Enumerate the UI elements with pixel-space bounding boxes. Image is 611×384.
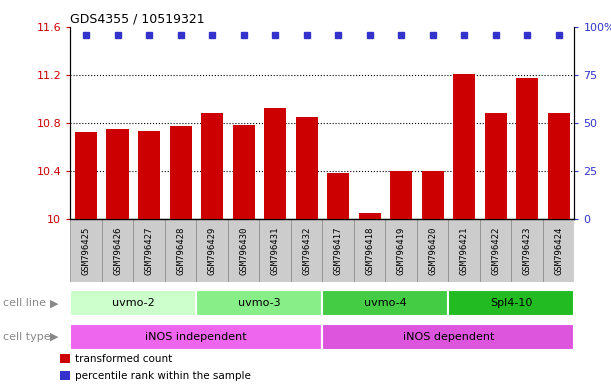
Text: GSM796432: GSM796432 (302, 227, 311, 275)
Bar (516, 78, 538, 219)
Text: percentile rank within the sample: percentile rank within the sample (75, 371, 251, 381)
Text: GDS4355 / 10519321: GDS4355 / 10519321 (70, 13, 205, 26)
Bar (133, 219, 165, 282)
Bar (233, 125, 255, 219)
Bar (228, 219, 259, 282)
Bar (196, 219, 228, 282)
Bar (448, 290, 574, 316)
Text: GSM796427: GSM796427 (145, 227, 153, 275)
Text: GSM796431: GSM796431 (271, 227, 280, 275)
Text: iNOS independent: iNOS independent (145, 332, 247, 342)
Text: uvmo-3: uvmo-3 (238, 298, 280, 308)
Bar (453, 74, 475, 219)
Bar (417, 219, 448, 282)
Bar (296, 117, 318, 219)
Bar (106, 129, 128, 219)
Text: GSM796426: GSM796426 (113, 227, 122, 275)
Bar (70, 219, 102, 282)
Text: uvmo-4: uvmo-4 (364, 298, 407, 308)
Bar (323, 290, 448, 316)
Text: GSM796429: GSM796429 (208, 227, 216, 275)
Bar (448, 219, 480, 282)
Text: GSM796430: GSM796430 (239, 227, 248, 275)
Text: cell line: cell line (3, 298, 46, 308)
Bar (75, 132, 97, 219)
Text: iNOS dependent: iNOS dependent (403, 332, 494, 342)
Bar (102, 219, 133, 282)
Bar (201, 113, 223, 219)
Text: ▶: ▶ (50, 298, 59, 308)
Bar (70, 324, 323, 350)
Text: GSM796424: GSM796424 (554, 227, 563, 275)
Bar (480, 219, 511, 282)
Text: transformed count: transformed count (75, 354, 172, 364)
Text: GSM796419: GSM796419 (397, 227, 406, 275)
Bar (323, 219, 354, 282)
Text: GSM796423: GSM796423 (522, 227, 532, 275)
Bar (259, 219, 291, 282)
Bar (169, 126, 192, 219)
Text: GSM796418: GSM796418 (365, 227, 374, 275)
Bar (547, 113, 569, 219)
Text: cell type: cell type (3, 332, 51, 342)
Bar (291, 219, 323, 282)
Text: GSM796428: GSM796428 (176, 227, 185, 275)
Bar (196, 290, 323, 316)
Text: ▶: ▶ (50, 332, 59, 342)
Bar (359, 213, 381, 219)
Bar (327, 173, 349, 219)
Bar (390, 171, 412, 219)
Bar (60, 354, 70, 363)
Bar (264, 108, 286, 219)
Text: GSM796421: GSM796421 (459, 227, 469, 275)
Text: GSM796425: GSM796425 (81, 227, 90, 275)
Bar (485, 113, 507, 219)
Text: GSM796420: GSM796420 (428, 227, 437, 275)
Bar (354, 219, 386, 282)
Text: Spl4-10: Spl4-10 (490, 298, 533, 308)
Bar (323, 324, 574, 350)
Bar (138, 131, 160, 219)
Bar (543, 219, 574, 282)
Bar (511, 219, 543, 282)
Bar (386, 219, 417, 282)
Bar (60, 371, 70, 380)
Text: GSM796417: GSM796417 (334, 227, 343, 275)
Text: uvmo-2: uvmo-2 (112, 298, 155, 308)
Bar (70, 290, 196, 316)
Bar (422, 171, 444, 219)
Text: GSM796422: GSM796422 (491, 227, 500, 275)
Bar (165, 219, 196, 282)
